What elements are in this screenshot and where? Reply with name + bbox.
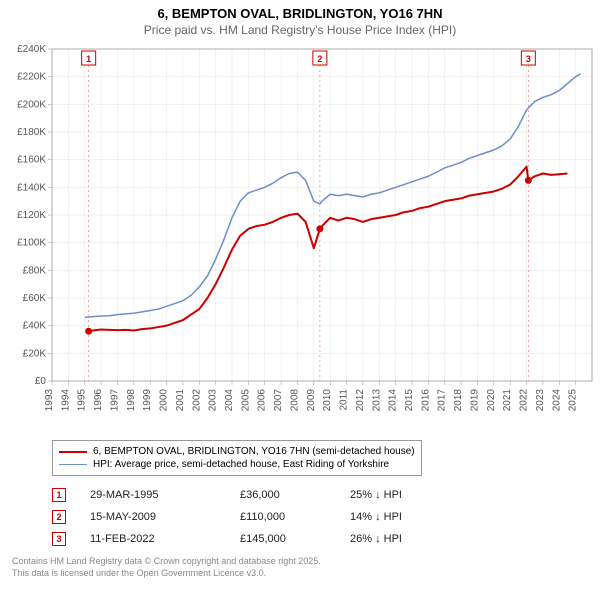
- svg-text:2004: 2004: [224, 389, 235, 412]
- transaction-price: £36,000: [240, 489, 350, 501]
- svg-text:2007: 2007: [273, 389, 284, 412]
- svg-text:1996: 1996: [93, 389, 104, 412]
- svg-text:2022: 2022: [519, 389, 530, 412]
- transaction-badge: 1: [52, 488, 66, 502]
- transaction-date: 11-FEB-2022: [90, 533, 240, 545]
- transaction-badge: 2: [52, 510, 66, 524]
- transaction-date: 15-MAY-2009: [90, 511, 240, 523]
- svg-text:2002: 2002: [191, 389, 202, 412]
- svg-text:3: 3: [526, 54, 531, 64]
- svg-text:£40K: £40K: [23, 321, 47, 332]
- footer-line-2: This data is licensed under the Open Gov…: [12, 568, 588, 580]
- svg-text:2003: 2003: [208, 389, 219, 412]
- svg-text:2008: 2008: [289, 389, 300, 412]
- footer-line-1: Contains HM Land Registry data © Crown c…: [12, 556, 588, 568]
- transaction-price: £110,000: [240, 511, 350, 523]
- svg-text:2010: 2010: [322, 389, 333, 412]
- svg-text:2016: 2016: [420, 389, 431, 412]
- svg-text:2024: 2024: [551, 389, 562, 412]
- svg-text:£0: £0: [35, 376, 47, 387]
- legend-row: 6, BEMPTON OVAL, BRIDLINGTON, YO16 7HN (…: [59, 445, 415, 458]
- legend: 6, BEMPTON OVAL, BRIDLINGTON, YO16 7HN (…: [52, 440, 422, 476]
- svg-text:2011: 2011: [339, 389, 350, 411]
- svg-text:1993: 1993: [44, 389, 55, 412]
- chart-title: 6, BEMPTON OVAL, BRIDLINGTON, YO16 7HN: [0, 0, 600, 21]
- legend-swatch: [59, 464, 87, 465]
- svg-text:2006: 2006: [257, 389, 268, 412]
- svg-text:2020: 2020: [486, 389, 497, 412]
- svg-text:£80K: £80K: [23, 265, 47, 276]
- svg-text:£20K: £20K: [23, 348, 47, 359]
- svg-text:2000: 2000: [159, 389, 170, 412]
- svg-text:1999: 1999: [142, 389, 153, 412]
- legend-label: 6, BEMPTON OVAL, BRIDLINGTON, YO16 7HN (…: [93, 446, 415, 457]
- legend-swatch: [59, 451, 87, 453]
- svg-text:2021: 2021: [502, 389, 513, 412]
- svg-text:2014: 2014: [388, 389, 399, 412]
- transaction-date: 29-MAR-1995: [90, 489, 240, 501]
- svg-text:2023: 2023: [535, 389, 546, 412]
- svg-text:£60K: £60K: [23, 293, 47, 304]
- legend-label: HPI: Average price, semi-detached house,…: [93, 459, 389, 470]
- svg-text:2018: 2018: [453, 389, 464, 412]
- svg-text:£220K: £220K: [17, 72, 46, 83]
- svg-text:2012: 2012: [355, 389, 366, 412]
- svg-text:£160K: £160K: [17, 155, 46, 166]
- transaction-diff: 14% ↓ HPI: [350, 511, 450, 523]
- svg-text:1995: 1995: [77, 389, 88, 412]
- transaction-price: £145,000: [240, 533, 350, 545]
- svg-text:2001: 2001: [175, 389, 186, 412]
- svg-text:£200K: £200K: [17, 99, 46, 110]
- svg-text:2005: 2005: [240, 389, 251, 412]
- svg-text:2009: 2009: [306, 389, 317, 412]
- svg-text:1998: 1998: [126, 389, 137, 412]
- transaction-table: 1 29-MAR-1995£36,00025% ↓ HPI 2 15-MAY-2009…: [52, 484, 588, 550]
- svg-text:1994: 1994: [60, 389, 71, 412]
- chart-subtitle: Price paid vs. HM Land Registry's House …: [0, 21, 600, 41]
- transaction-diff: 26% ↓ HPI: [350, 533, 450, 545]
- svg-text:2025: 2025: [568, 389, 579, 412]
- svg-text:£100K: £100K: [17, 238, 46, 249]
- svg-text:£180K: £180K: [17, 127, 46, 138]
- svg-text:£120K: £120K: [17, 210, 46, 221]
- transaction-row: 2 15-MAY-2009£110,00014% ↓ HPI: [52, 506, 588, 528]
- legend-row: HPI: Average price, semi-detached house,…: [59, 458, 415, 471]
- svg-text:£140K: £140K: [17, 182, 46, 193]
- svg-text:2: 2: [317, 54, 322, 64]
- transaction-row: 1 29-MAR-1995£36,00025% ↓ HPI: [52, 484, 588, 506]
- transaction-badge: 3: [52, 532, 66, 546]
- transaction-row: 3 11-FEB-2022£145,00026% ↓ HPI: [52, 528, 588, 550]
- svg-text:2013: 2013: [371, 389, 382, 412]
- transaction-diff: 25% ↓ HPI: [350, 489, 450, 501]
- svg-text:1: 1: [86, 54, 91, 64]
- svg-text:1997: 1997: [109, 389, 120, 412]
- svg-text:2015: 2015: [404, 389, 415, 412]
- chart-area: £0 £20K £40K £60K £80K £100K £120K £140K £160K £1…: [0, 41, 600, 436]
- svg-text:2019: 2019: [469, 389, 480, 412]
- svg-text:£240K: £240K: [17, 44, 46, 55]
- svg-text:2017: 2017: [437, 389, 448, 412]
- footer-attribution: Contains HM Land Registry data © Crown c…: [12, 556, 588, 579]
- price-chart-svg: £0 £20K £40K £60K £80K £100K £120K £140K £160K £1…: [0, 41, 600, 436]
